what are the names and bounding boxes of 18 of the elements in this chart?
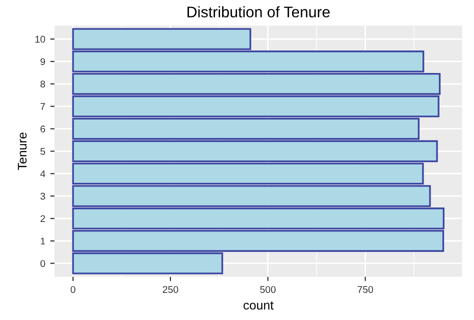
- chart-title: Distribution of Tenure: [188, 6, 330, 18]
- y-tick-label: 10: [35, 36, 46, 43]
- y-tick-label: 9: [40, 58, 46, 66]
- y-tick-label: 2: [40, 215, 45, 222]
- x-tick-label: 750: [358, 286, 374, 293]
- x-axis-title: count: [244, 301, 274, 310]
- x-tick-label: 250: [162, 286, 178, 293]
- y-tick-label: 6: [40, 126, 46, 132]
- y-tick-label: 7: [40, 103, 45, 110]
- y-tick-label: 1: [40, 238, 46, 244]
- y-tick-label: 3: [40, 192, 46, 200]
- y-tick-label: 0: [40, 260, 46, 267]
- y-tick-label: 4: [40, 170, 46, 178]
- x-tick-label: 0: [70, 286, 76, 293]
- y-axis-title: Tenure: [18, 132, 27, 170]
- x-tick-label: 500: [260, 286, 276, 293]
- y-tick-label: 5: [40, 148, 46, 155]
- y-tick-label: 8: [40, 80, 46, 88]
